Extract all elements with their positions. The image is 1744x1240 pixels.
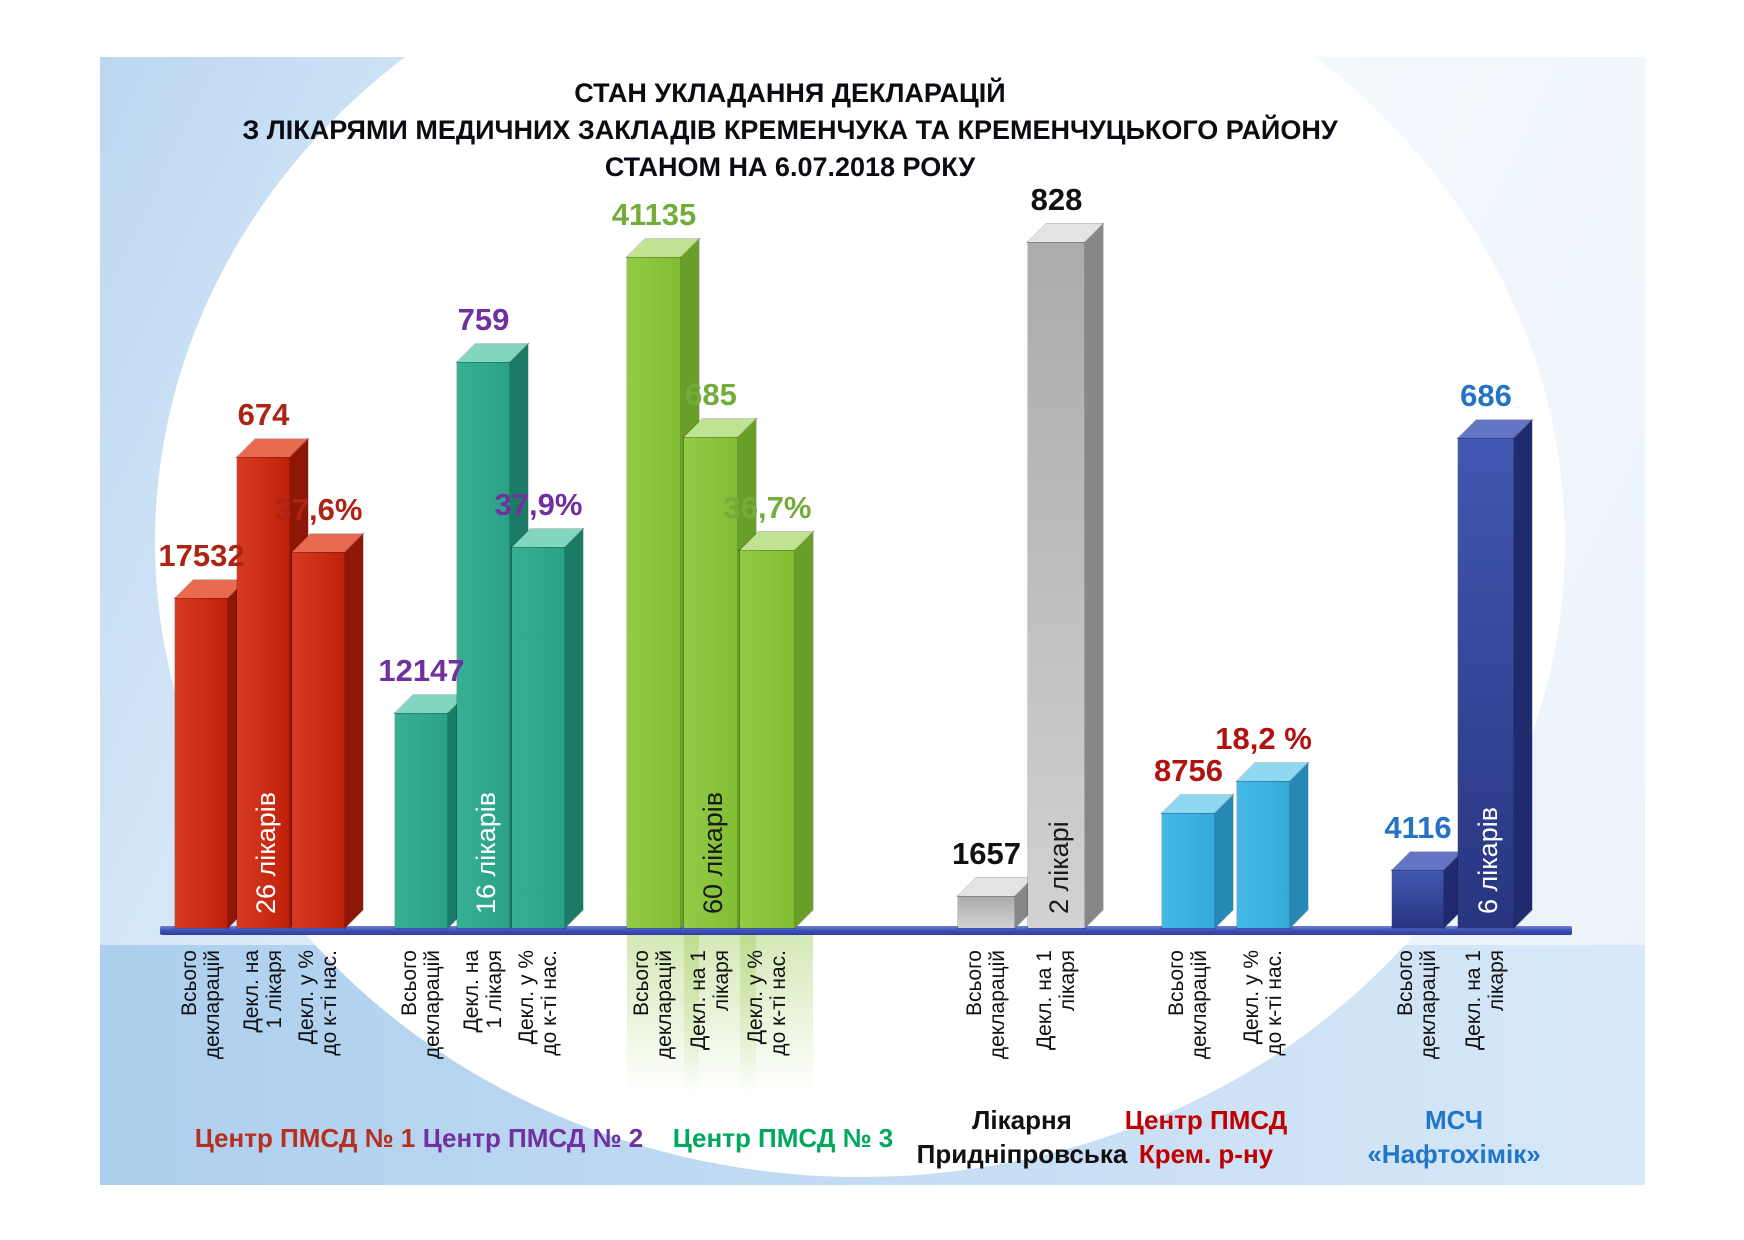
bar-Центр ПМСД № 3-36,7% bbox=[738, 530, 815, 930]
bar-front-face bbox=[739, 549, 796, 929]
bar-value-label: 37,9% bbox=[494, 487, 583, 522]
bar-value-label: 4116 bbox=[1384, 810, 1452, 845]
bar-Центр ПМСД № 1-37,6% bbox=[290, 532, 365, 930]
axis-category-label: Декл. у % до к-ті нас. bbox=[514, 950, 561, 1056]
axis-category-label: Всього декларацій bbox=[630, 950, 676, 1060]
bar-front-face bbox=[511, 546, 566, 929]
bar-Лікарня Придніпровська-1657 bbox=[956, 876, 1035, 930]
bar-value-label: 674 bbox=[237, 397, 290, 432]
bar-value-label: 686 bbox=[1460, 378, 1512, 413]
bar-side-face bbox=[794, 530, 814, 930]
bar-side-face bbox=[344, 532, 364, 930]
bar-value-label: 17532 bbox=[158, 538, 245, 573]
bar-Центр ПМСД № 2-37,9% bbox=[510, 527, 585, 930]
axis-category-label: Всього декларацій bbox=[177, 950, 224, 1060]
bar-Центр ПМСД № 1-17532 bbox=[173, 578, 248, 930]
axis-category-label: Декл. на 1 лікаря bbox=[1462, 950, 1508, 1051]
chart-title-line-2: З ЛІКАРЯМИ МЕДИЧНИХ ЗАКЛАДІВ КРЕМЕНЧУКА … bbox=[242, 115, 1338, 145]
white-ellipse-background bbox=[155, 57, 1565, 1177]
bar-value-label: 685 bbox=[685, 377, 737, 412]
bar-front-face bbox=[683, 436, 739, 929]
chart-area: 17532 Всього декларацій 674 Декл. на 1 ліка… bbox=[100, 57, 1645, 1185]
group-caption-4: Лікарня Придніпровська bbox=[916, 1105, 1128, 1169]
bar-doctors-label: 26 лікарів bbox=[250, 791, 281, 914]
bar-Центр ПМСД № 3-41135 bbox=[625, 237, 701, 930]
chart-title: СТАН УКЛАДАННЯ ДЕКЛАРАЦІЙ З ЛІКАРЯМИ МЕД… bbox=[100, 75, 1480, 186]
bar-МСЧ «Нафтохімік»-686 bbox=[1456, 418, 1534, 930]
bar-Центр ПМСД № 2-759 bbox=[455, 342, 530, 930]
axis-category-label: Декл. на 1 лікаря bbox=[459, 950, 506, 1033]
bar-Центр ПМСД № 1-674 bbox=[235, 437, 310, 930]
slide-background: СТАН УКЛАДАННЯ ДЕКЛАРАЦІЙ З ЛІКАРЯМИ МЕД… bbox=[100, 57, 1645, 1185]
bar-side-face bbox=[1289, 761, 1309, 930]
axis-category-label: Декл. на 1 лікаря bbox=[239, 950, 286, 1033]
group-caption-5: Центр ПМСД Крем. р-ну bbox=[1124, 1105, 1288, 1169]
bar-side-face bbox=[1513, 418, 1533, 930]
bar-Лікарня Придніпровська-828 bbox=[1026, 222, 1105, 930]
axis-category-label: Декл. на 1 лікаря bbox=[687, 950, 733, 1051]
bar-front-face bbox=[1236, 780, 1291, 929]
bar-value-label: 36,7% bbox=[723, 490, 812, 525]
bar-front-face bbox=[456, 361, 511, 929]
bar-value-label: 828 bbox=[1030, 182, 1083, 217]
group-caption-6: МСЧ «Нафтохімік» bbox=[1367, 1105, 1541, 1169]
bar-value-label: 41135 bbox=[611, 197, 697, 232]
axis-category-label: Декл. у % до к-ті нас. bbox=[1239, 950, 1286, 1056]
bar-doctors-label: 60 лікарів bbox=[698, 791, 728, 914]
bar-front-face bbox=[174, 597, 229, 929]
group-caption-2: Центр ПМСД № 2 bbox=[422, 1123, 644, 1153]
bar-Центр ПМСД № 2-12147 bbox=[393, 693, 468, 930]
axis-category-label: Всього декларацій bbox=[397, 950, 444, 1060]
chart-title-line-3: СТАНОМ НА 6.07.2018 РОКУ bbox=[604, 152, 976, 182]
bar-front-face bbox=[626, 256, 682, 929]
axis-category-label: Декл. на 1 лікаря bbox=[1032, 950, 1079, 1051]
bar-front-face bbox=[1027, 241, 1086, 929]
bar-doctors-label: 16 лікарів bbox=[470, 791, 501, 914]
bar-side-face bbox=[564, 527, 584, 930]
axis-category-label: Декл. у % до к-ті нас. bbox=[294, 950, 341, 1056]
axis-category-label: Всього декларацій bbox=[1164, 950, 1211, 1060]
bar-value-label: 37,6% bbox=[274, 492, 363, 527]
bar-Центр ПМСД Крем. р-ну-18,2 % bbox=[1235, 761, 1310, 930]
group-caption-1: Центр ПМСД № 1 bbox=[194, 1123, 416, 1153]
axis-category-label: Декл. у % до к-ті нас. bbox=[743, 950, 790, 1056]
axis-category-label: Всього декларацій bbox=[962, 950, 1009, 1060]
bar-front-face bbox=[1391, 869, 1445, 929]
bar-value-label: 759 bbox=[457, 302, 510, 337]
bar-front-face bbox=[236, 456, 291, 929]
bar-front-face bbox=[291, 551, 346, 929]
bar-value-label: 18,2 % bbox=[1215, 721, 1312, 756]
bar-front-face bbox=[1457, 437, 1515, 929]
bar-front-face bbox=[1161, 812, 1216, 929]
bar-doctors-label: 2 лікарі bbox=[1043, 821, 1074, 914]
bar-side-face bbox=[1214, 793, 1234, 930]
bar-МСЧ «Нафтохімік»-4116 bbox=[1390, 850, 1464, 930]
x-axis-baseline bbox=[160, 926, 1572, 935]
axis-category-label: Всього декларацій bbox=[1394, 950, 1440, 1060]
bar-Центр ПМСД Крем. р-ну-8756 bbox=[1160, 793, 1235, 930]
bar-Центр ПМСД № 3-685 bbox=[682, 417, 758, 930]
bar-front-face bbox=[957, 895, 1016, 929]
bar-front-face bbox=[394, 712, 449, 929]
bar-side-face bbox=[1084, 222, 1104, 930]
bar-value-label: 1657 bbox=[952, 836, 1021, 871]
bar-reflection bbox=[740, 935, 813, 1093]
bar-value-label: 8756 bbox=[1154, 753, 1223, 788]
group-caption-3: Центр ПМСД № 3 bbox=[672, 1123, 894, 1153]
chart-title-line-1: СТАН УКЛАДАННЯ ДЕКЛАРАЦІЙ bbox=[574, 78, 1006, 108]
bar-value-label: 12147 bbox=[378, 653, 465, 688]
bar-doctors-label: 6 лікарів bbox=[1473, 806, 1503, 914]
